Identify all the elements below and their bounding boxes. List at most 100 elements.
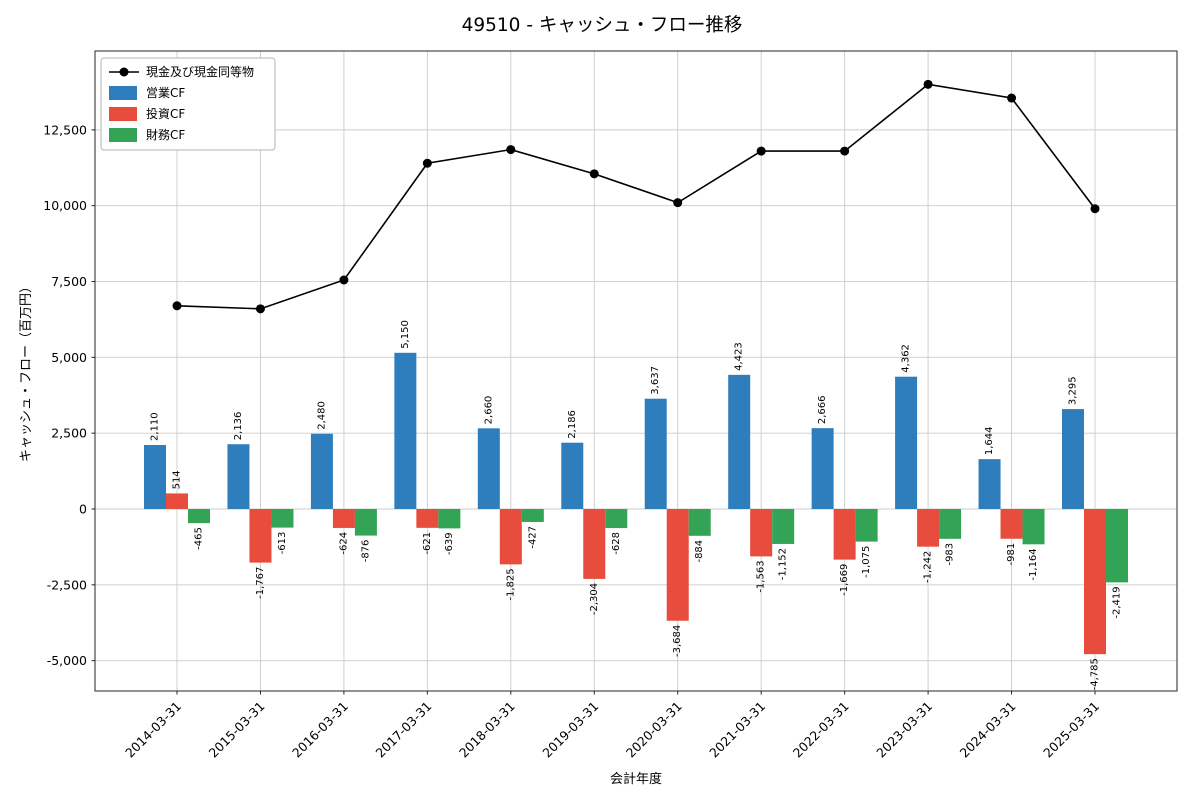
legend-item-cash-line: 現金及び現金同等物 bbox=[109, 64, 254, 79]
bar-value-label: -624 bbox=[338, 532, 349, 555]
bar-投資CF bbox=[666, 509, 689, 621]
legend-swatch-financing bbox=[109, 128, 137, 142]
bar-財務CF bbox=[855, 509, 878, 542]
bar-投資CF bbox=[499, 509, 522, 565]
bar-value-label: 2,136 bbox=[233, 412, 244, 441]
bar-value-label: -1,825 bbox=[505, 568, 516, 600]
bar-value-label: -876 bbox=[360, 540, 371, 563]
y-axis-ticks: -5,000 -2,500 0 2,500 5,000 7,500 10,000 12,500 bbox=[43, 122, 95, 668]
legend-swatch-operating bbox=[109, 86, 137, 100]
bar-value-label: -621 bbox=[422, 532, 433, 555]
cash-line-marker bbox=[673, 198, 683, 208]
bar-財務CF bbox=[438, 509, 461, 529]
y-axis-label: キャッシュ・フロー（百万円） bbox=[19, 280, 34, 462]
bar-営業CF bbox=[978, 459, 1001, 510]
bar-営業CF bbox=[310, 433, 333, 510]
bar-value-label: -1,669 bbox=[839, 564, 850, 596]
bar-value-label: -1,152 bbox=[778, 548, 789, 580]
cash-line-marker bbox=[589, 169, 599, 179]
bar-財務CF bbox=[521, 509, 544, 522]
line-series bbox=[172, 79, 1100, 314]
bar-value-label: 514 bbox=[172, 470, 183, 489]
cash-line-marker bbox=[923, 79, 933, 89]
bar-value-label: 2,480 bbox=[316, 401, 327, 430]
bar-value-label: -981 bbox=[1006, 543, 1017, 566]
cash-line bbox=[176, 83, 1096, 310]
cash-line-marker bbox=[172, 301, 182, 311]
bar-営業CF bbox=[144, 445, 166, 510]
bar-投資CF bbox=[332, 509, 355, 528]
legend-label-investing: 投資CF bbox=[146, 106, 185, 121]
bar-value-label: 4,362 bbox=[901, 344, 912, 373]
plot-area bbox=[95, 51, 1177, 691]
bar-投資CF bbox=[917, 509, 940, 547]
bar-value-label: -465 bbox=[194, 527, 205, 550]
bar-投資CF bbox=[750, 509, 773, 557]
legend-item-operating-cf: 営業CF bbox=[109, 86, 185, 100]
cash-line-marker bbox=[756, 146, 766, 156]
bar-value-label: -1,563 bbox=[756, 560, 767, 592]
bar-series bbox=[144, 352, 1128, 655]
bar-value-label: -1,242 bbox=[923, 551, 934, 583]
bar-投資CF bbox=[1000, 509, 1023, 539]
bar-value-label: -427 bbox=[527, 526, 538, 549]
bar-value-label: 2,110 bbox=[150, 412, 161, 441]
bar-財務CF bbox=[688, 509, 711, 536]
y-tick-label: 10,000 bbox=[43, 198, 87, 213]
bar-営業CF bbox=[1062, 409, 1084, 510]
bar-value-label: -3,684 bbox=[672, 625, 683, 657]
y-tick-label: 0 bbox=[79, 502, 87, 517]
y-tick-label: -2,500 bbox=[47, 577, 87, 592]
bar-value-label: -4,785 bbox=[1090, 658, 1101, 690]
cash-line-marker bbox=[1007, 93, 1017, 103]
gridlines bbox=[95, 51, 1177, 691]
bar-財務CF bbox=[1022, 509, 1045, 545]
x-axis-label: 会計年度 bbox=[610, 771, 662, 787]
bar-営業CF bbox=[394, 352, 417, 510]
bar-財務CF bbox=[939, 509, 962, 539]
bar-value-label: -2,419 bbox=[1112, 586, 1123, 618]
bar-value-label: -639 bbox=[444, 532, 455, 555]
bar-営業CF bbox=[895, 376, 918, 510]
legend-box bbox=[100, 57, 276, 151]
y-tick-label: 7,500 bbox=[51, 274, 87, 289]
bar-投資CF bbox=[249, 509, 272, 563]
bar-営業CF bbox=[811, 428, 834, 510]
legend-item-financing-cf: 財務CF bbox=[109, 127, 185, 142]
cash-line-marker bbox=[339, 275, 349, 285]
bar-営業CF bbox=[728, 374, 751, 510]
bar-value-label: 2,660 bbox=[483, 396, 494, 425]
bar-value-label: -1,767 bbox=[255, 567, 266, 599]
bar-財務CF bbox=[188, 509, 210, 524]
legend-label-operating: 営業CF bbox=[146, 86, 185, 100]
bar-value-label: -628 bbox=[611, 532, 622, 555]
bar-投資CF bbox=[416, 509, 439, 528]
chart-title: 49510 - キャッシュ・フロー推移 bbox=[462, 15, 743, 36]
bar-財務CF bbox=[605, 509, 628, 529]
bar-value-label: -983 bbox=[945, 543, 956, 566]
legend-line-marker bbox=[119, 67, 129, 77]
bar-value-label: 3,637 bbox=[650, 366, 661, 395]
bar-value-label: 4,423 bbox=[734, 342, 745, 371]
bar-value-label: 2,186 bbox=[567, 410, 578, 439]
bar-財務CF bbox=[271, 509, 294, 528]
bar-財務CF bbox=[772, 509, 795, 544]
cash-line-marker bbox=[255, 304, 265, 314]
bar-投資CF bbox=[833, 509, 856, 560]
cash-line-marker bbox=[422, 158, 432, 168]
bar-投資CF bbox=[166, 493, 188, 510]
bar-投資CF bbox=[1084, 509, 1106, 655]
cash-line-marker bbox=[840, 146, 850, 156]
y-tick-label: 12,500 bbox=[43, 122, 87, 137]
bar-投資CF bbox=[583, 509, 606, 579]
legend-label-financing: 財務CF bbox=[146, 127, 185, 142]
bar-value-label: -884 bbox=[694, 540, 705, 563]
cash-line-marker bbox=[506, 145, 516, 155]
bar-value-label: -1,164 bbox=[1028, 548, 1039, 580]
bar-営業CF bbox=[477, 428, 500, 510]
bar-value-labels: 2,110 2,136 2,480 5,150 2,660 2,186 3,637 4,423… bbox=[150, 320, 1123, 690]
bar-value-label: 2,666 bbox=[817, 396, 828, 425]
y-tick-label: 5,000 bbox=[51, 350, 87, 365]
y-tick-label: -5,000 bbox=[47, 653, 87, 668]
